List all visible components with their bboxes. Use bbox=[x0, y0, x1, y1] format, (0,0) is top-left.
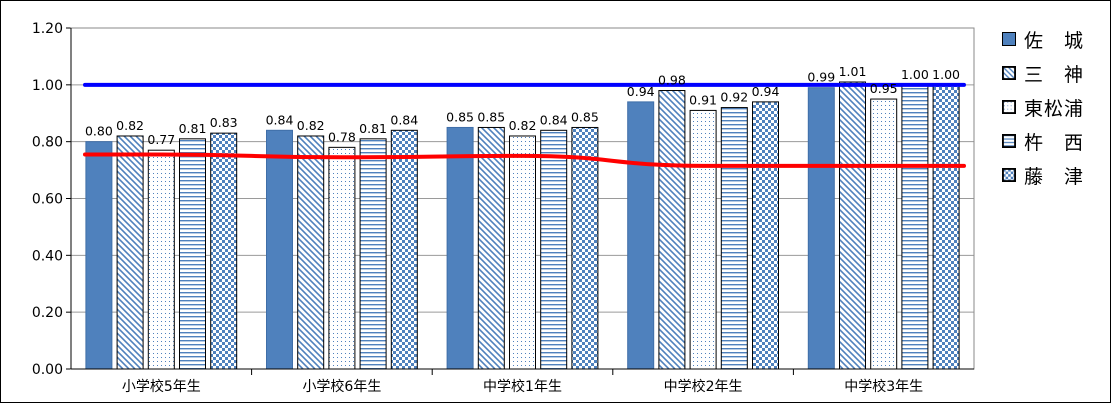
y-tick-label: 0.20 bbox=[32, 305, 63, 321]
data-label: 0.84 bbox=[390, 112, 418, 127]
bar bbox=[540, 129, 568, 370]
x-tick-label: 小学校5年生 bbox=[122, 378, 201, 395]
data-label: 0.82 bbox=[297, 118, 325, 133]
data-label: 1.01 bbox=[839, 64, 867, 79]
bar bbox=[85, 141, 113, 370]
legend-item: 三 神 bbox=[1002, 56, 1110, 90]
legend: 佐 城 三 神 東松浦 杵 西 藤 津 bbox=[1002, 22, 1110, 192]
bar bbox=[359, 138, 387, 370]
data-label: 0.99 bbox=[807, 70, 835, 85]
legend-swatch-diagonal bbox=[1002, 66, 1016, 80]
data-label: 0.85 bbox=[477, 109, 505, 124]
legend-item: 杵 西 bbox=[1002, 124, 1110, 158]
bar bbox=[571, 126, 599, 370]
data-label: 0.85 bbox=[571, 109, 599, 124]
y-tick-label: 1.00 bbox=[32, 78, 63, 94]
bar bbox=[627, 101, 655, 370]
data-label: 0.94 bbox=[627, 84, 655, 99]
data-label: 0.91 bbox=[689, 92, 717, 107]
bar bbox=[870, 98, 898, 370]
bar bbox=[116, 135, 144, 370]
data-label: 0.92 bbox=[720, 90, 748, 105]
legend-label: 三 神 bbox=[1024, 63, 1085, 86]
data-label: 0.78 bbox=[328, 129, 356, 144]
legend-swatch-horizontal bbox=[1002, 134, 1016, 148]
bar bbox=[509, 135, 536, 370]
y-tick-label: 0.40 bbox=[32, 248, 63, 264]
legend-swatch-solid bbox=[1002, 32, 1016, 46]
value-labels: 0.80 0.820.770.81 0.83 0.84 0.820.780.810.84… bbox=[85, 64, 960, 147]
bar bbox=[932, 84, 960, 370]
bar bbox=[477, 126, 505, 370]
x-tick-label: 小学校6年生 bbox=[302, 378, 381, 395]
bar bbox=[390, 129, 418, 370]
legend-swatch-dots bbox=[1002, 100, 1016, 114]
reference-line-red bbox=[83, 152, 966, 168]
bar bbox=[807, 87, 835, 370]
legend-label: 藤 津 bbox=[1024, 165, 1085, 188]
bar bbox=[446, 126, 474, 370]
data-label: 1.00 bbox=[932, 67, 960, 82]
legend-label: 杵 西 bbox=[1024, 131, 1085, 154]
bar bbox=[179, 138, 206, 370]
bar bbox=[901, 84, 929, 370]
legend-item: 佐 城 bbox=[1002, 22, 1110, 56]
data-label: 1.00 bbox=[901, 67, 929, 82]
legend-label: 佐 城 bbox=[1024, 29, 1085, 52]
bar bbox=[839, 81, 866, 370]
legend-item: 藤 津 bbox=[1002, 158, 1110, 192]
bar bbox=[266, 129, 293, 370]
bar bbox=[328, 146, 356, 370]
data-label: 0.80 bbox=[85, 124, 113, 139]
data-label: 0.77 bbox=[147, 132, 175, 147]
bar-chart: 0.80 0.820.770.81 0.83 0.84 0.820.780.810.84… bbox=[32, 21, 975, 395]
x-tick-label: 中学校1年生 bbox=[483, 378, 562, 395]
bar bbox=[689, 109, 717, 370]
data-label: 0.82 bbox=[116, 118, 144, 133]
y-tick-label: 0.80 bbox=[32, 135, 63, 151]
legend-swatch-checker bbox=[1002, 168, 1016, 182]
x-tick-label: 中学校2年生 bbox=[664, 378, 743, 395]
legend-label: 東松浦 bbox=[1024, 97, 1085, 120]
data-label: 0.85 bbox=[446, 109, 474, 124]
data-label: 0.81 bbox=[179, 121, 207, 136]
data-label: 0.82 bbox=[509, 118, 537, 133]
bar bbox=[297, 135, 325, 370]
y-tick-label: 0.60 bbox=[32, 192, 63, 208]
bar bbox=[658, 90, 686, 370]
data-label: 0.94 bbox=[752, 84, 780, 99]
data-label: 0.84 bbox=[540, 112, 568, 127]
data-label: 0.81 bbox=[359, 121, 387, 136]
y-tick-label: 0.00 bbox=[32, 362, 63, 378]
y-tick-label: 1.20 bbox=[32, 21, 63, 37]
data-label: 0.84 bbox=[266, 112, 294, 127]
data-label: 0.83 bbox=[210, 115, 238, 130]
data-label: 0.95 bbox=[870, 81, 898, 96]
bar bbox=[720, 107, 748, 370]
legend-item: 東松浦 bbox=[1002, 90, 1110, 124]
bar bbox=[752, 101, 779, 370]
data-label: 0.98 bbox=[658, 73, 686, 88]
reference-lines bbox=[83, 82, 966, 168]
bar bbox=[210, 132, 238, 370]
x-tick-label: 中学校3年生 bbox=[844, 378, 923, 395]
axes: 0.00 0.20 0.40 0.60 0.80 1.00 1.20 小学校5年生 小学校6年生… bbox=[32, 21, 975, 395]
bar bbox=[147, 149, 175, 370]
bars bbox=[85, 81, 960, 370]
